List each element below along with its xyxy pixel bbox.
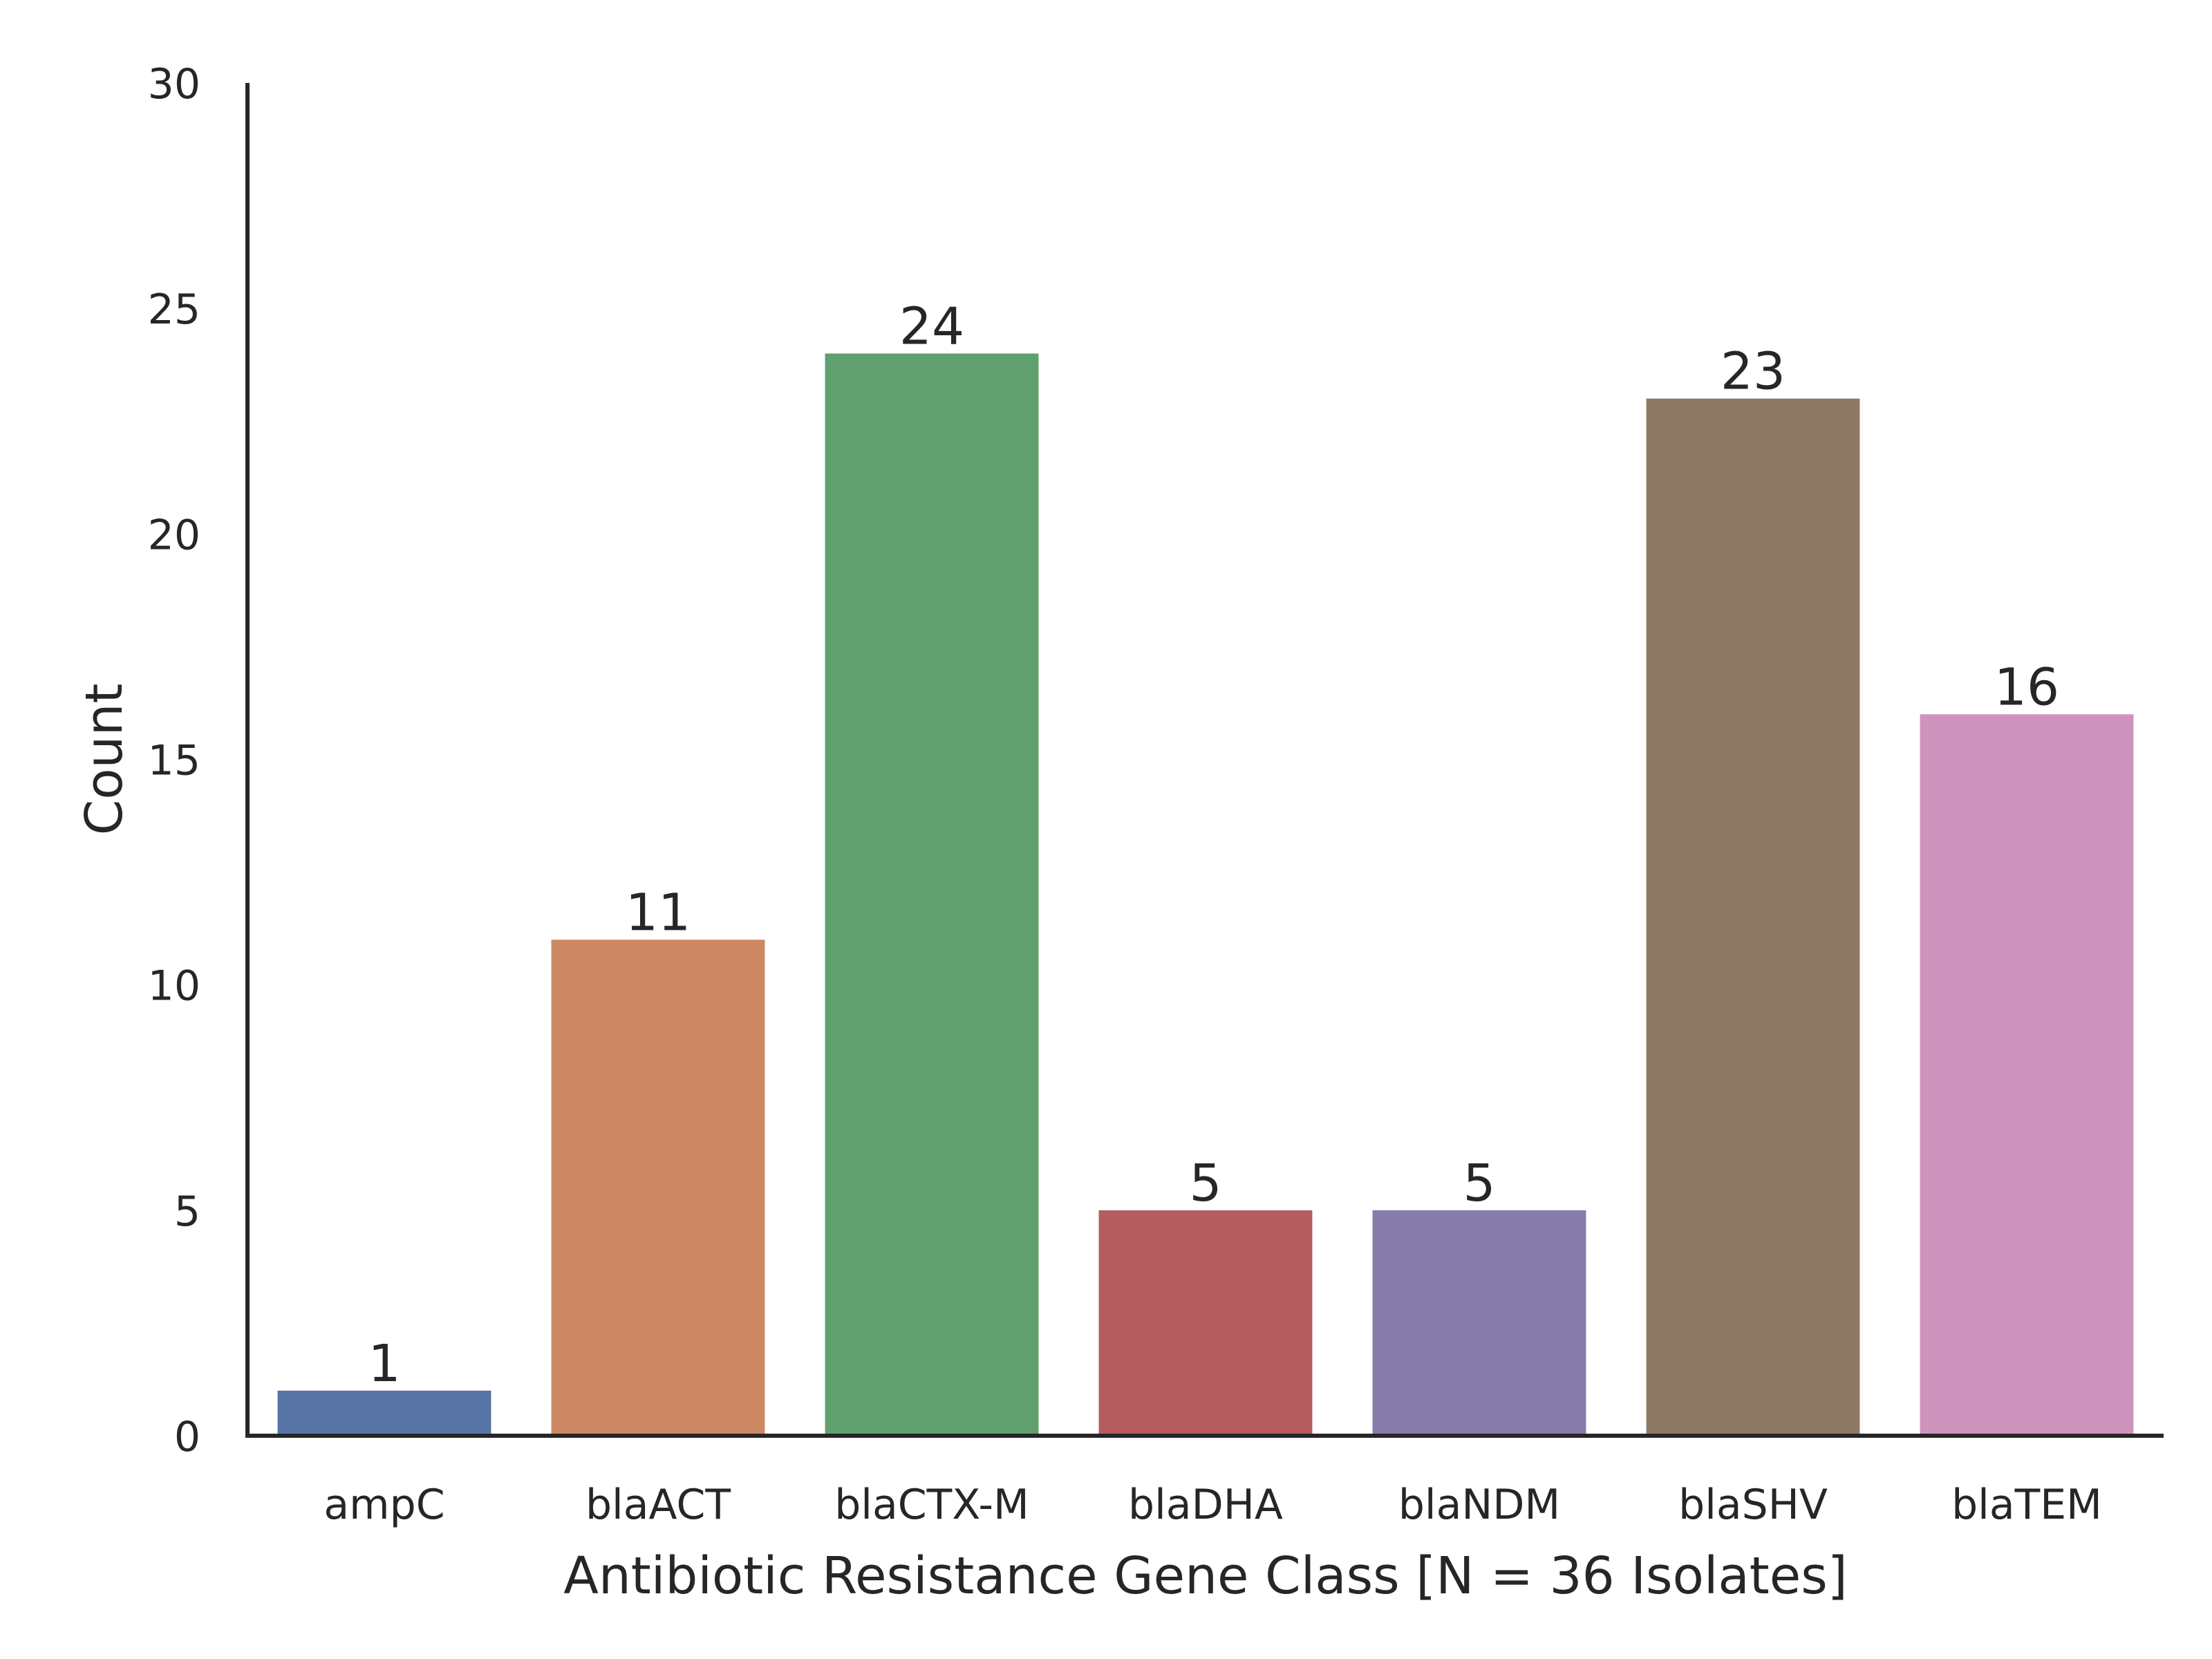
x-tick-label-blaNDM: blaNDM [1398, 1481, 1560, 1529]
bar-blaACT [551, 939, 765, 1436]
data-label-blaNDM: 5 [1463, 1154, 1495, 1213]
bars-layer [277, 353, 2134, 1436]
y-tick-label-15: 15 [148, 737, 200, 785]
data-label-blaTEM: 16 [1994, 657, 2059, 717]
y-tick-label-25: 25 [148, 285, 200, 334]
axes-layer [245, 83, 2164, 1438]
x-tick-label-ampC: ampC [324, 1481, 444, 1529]
x-tick-label-blaDHA: blaDHA [1128, 1481, 1283, 1529]
x-tick-label-blaSHV: blaSHV [1678, 1481, 1828, 1529]
data-label-blaCTX-M: 24 [899, 297, 964, 356]
x-ticks-layer: ampC blaACT blaCTX-M blaDHA blaNDM blaSHV blaT… [324, 1481, 2102, 1529]
bar-blaDHA [1098, 1210, 1313, 1436]
y-tick-label-0: 0 [174, 1413, 200, 1461]
bar-blaNDM [1372, 1210, 1586, 1436]
data-label-blaACT: 11 [626, 883, 691, 942]
bar-ampC [277, 1390, 491, 1436]
data-label-blaSHV: 23 [1721, 342, 1785, 402]
x-tick-label-blaTEM: blaTEM [1951, 1481, 2102, 1529]
y-tick-label-5: 5 [174, 1188, 200, 1236]
bar-blaTEM [1920, 714, 2134, 1436]
y-axis-title: Count [75, 684, 134, 836]
bar-blaSHV [1646, 398, 1860, 1436]
y-tick-label-30: 30 [148, 60, 200, 109]
data-label-ampC: 1 [368, 1334, 400, 1394]
x-tick-label-blaACT: blaACT [585, 1481, 731, 1529]
bar-blaCTX-M [825, 353, 1039, 1436]
x-axis-title: Antibiotic Resistance Gene Class [N = 36… [563, 1546, 1847, 1606]
data-label-blaDHA: 5 [1189, 1154, 1221, 1213]
x-tick-label-blaCTX-M: blaCTX-M [834, 1481, 1029, 1529]
y-tick-label-20: 20 [148, 511, 200, 559]
y-tick-label-10: 10 [148, 962, 200, 1011]
y-ticks-layer: 0 5 10 15 20 25 30 [148, 60, 200, 1461]
